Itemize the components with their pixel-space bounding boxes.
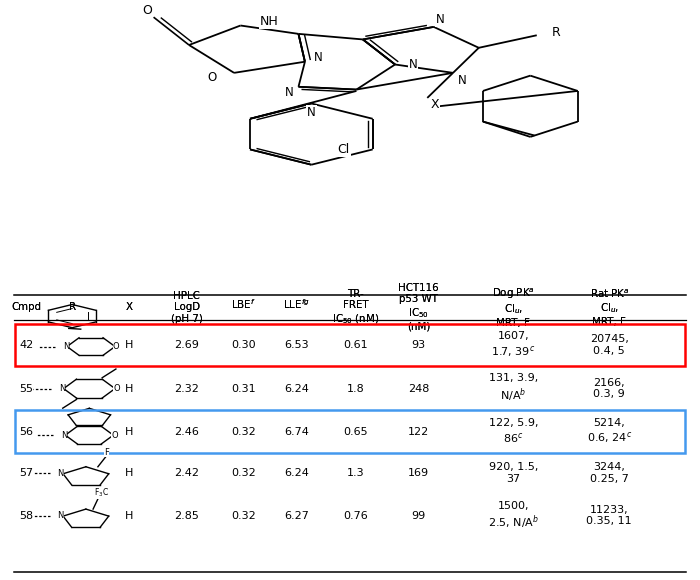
Text: 169: 169 [408, 468, 429, 478]
Text: R: R [69, 302, 76, 312]
Text: F$_3$C: F$_3$C [94, 487, 109, 499]
Text: H: H [125, 510, 133, 521]
Text: X: X [125, 302, 132, 312]
Text: 6.24: 6.24 [284, 383, 309, 394]
Text: 6.24: 6.24 [284, 468, 309, 478]
Text: X: X [125, 302, 132, 312]
Text: 0.76: 0.76 [343, 510, 368, 521]
Text: O: O [113, 342, 120, 351]
Text: TR-
FRET
IC$_{50}$ (nM): TR- FRET IC$_{50}$ (nM) [332, 288, 379, 326]
Text: R: R [69, 302, 76, 312]
Text: 0.61: 0.61 [343, 340, 368, 350]
Text: X: X [430, 97, 440, 111]
Text: H: H [125, 468, 133, 478]
Text: 57: 57 [19, 468, 34, 478]
Text: Cmpd: Cmpd [11, 302, 41, 312]
Bar [15, 324, 685, 367]
Text: 2.85: 2.85 [174, 510, 200, 521]
Text: 2.46: 2.46 [174, 426, 200, 437]
Text: 99: 99 [412, 510, 426, 521]
Text: HPLC
LogD
(pH 7): HPLC LogD (pH 7) [171, 291, 203, 324]
Text: 1.8: 1.8 [346, 383, 365, 394]
Text: HCT116
p53 WT
IC$_{50}$
(nM): HCT116 p53 WT IC$_{50}$ (nM) [398, 282, 439, 332]
Text: 0.30: 0.30 [232, 340, 256, 350]
Text: N: N [284, 86, 293, 99]
Text: 0.65: 0.65 [343, 426, 368, 437]
Text: 0.32: 0.32 [231, 426, 256, 437]
Text: 920, 1.5,
37: 920, 1.5, 37 [489, 462, 538, 484]
Text: 1500,
2.5, N/A$^b$: 1500, 2.5, N/A$^b$ [488, 501, 539, 531]
Text: NH: NH [260, 15, 279, 28]
Text: 2.42: 2.42 [174, 468, 200, 478]
Text: 0.32: 0.32 [231, 468, 256, 478]
Text: N: N [409, 58, 417, 71]
Text: 93: 93 [412, 340, 426, 350]
Text: 248: 248 [408, 383, 429, 394]
Text: Dog PK$^a$
Cl$_u$,
MRT, F: Dog PK$^a$ Cl$_u$, MRT, F [492, 286, 535, 328]
Text: Rat PK$^a$
Cl$_u$,
MRT, F: Rat PK$^a$ Cl$_u$, MRT, F [589, 287, 629, 327]
Text: TR-
FRET
IC$_{50}$ (nM): TR- FRET IC$_{50}$ (nM) [332, 288, 379, 326]
Text: 11233,
0.35, 11: 11233, 0.35, 11 [587, 505, 632, 527]
Text: O: O [142, 3, 152, 17]
Text: LBE$^f$: LBE$^f$ [231, 298, 256, 311]
Text: H: H [125, 383, 133, 394]
Text: LLE$^{fg}$: LLE$^{fg}$ [283, 298, 310, 311]
Text: N: N [59, 384, 66, 393]
Text: Cl: Cl [337, 143, 350, 156]
Text: Dog PK$^a$
Cl$_u$,
MRT, F: Dog PK$^a$ Cl$_u$, MRT, F [492, 286, 535, 328]
Text: 131, 3.9,
N/A$^b$: 131, 3.9, N/A$^b$ [489, 374, 538, 404]
Text: Cmpd: Cmpd [11, 302, 41, 312]
Text: 122: 122 [408, 426, 429, 437]
Text: H: H [125, 340, 133, 350]
Text: N: N [314, 51, 322, 64]
Text: N: N [307, 106, 316, 119]
Text: 6.27: 6.27 [284, 510, 309, 521]
Text: N: N [57, 469, 64, 478]
Text: R: R [552, 26, 561, 39]
Text: 2166,
0.3, 9: 2166, 0.3, 9 [594, 378, 625, 400]
Text: H: H [125, 426, 133, 437]
Text: 5214,
0.6, 24$^c$: 5214, 0.6, 24$^c$ [587, 418, 632, 445]
Text: HPLC
LogD
(pH 7): HPLC LogD (pH 7) [171, 291, 203, 324]
Text: 122, 5.9,
86$^c$: 122, 5.9, 86$^c$ [489, 418, 538, 445]
Text: F: F [104, 448, 109, 457]
Text: 55: 55 [19, 383, 33, 394]
Text: 6.53: 6.53 [284, 340, 309, 350]
Text: 2.32: 2.32 [174, 383, 200, 394]
Text: 6.74: 6.74 [284, 426, 309, 437]
Text: 0.32: 0.32 [231, 510, 256, 521]
Text: Rat PK$^a$
Cl$_u$,
MRT, F: Rat PK$^a$ Cl$_u$, MRT, F [589, 287, 629, 327]
Text: LBE$^f$: LBE$^f$ [231, 298, 256, 311]
Text: 1607,
1.7, 39$^c$: 1607, 1.7, 39$^c$ [491, 332, 536, 358]
Text: N: N [436, 13, 445, 26]
Text: O: O [111, 430, 118, 440]
Text: 58: 58 [19, 510, 34, 521]
Text: 0.31: 0.31 [232, 383, 256, 394]
Text: HCT116
p53 WT
IC$_{50}$
(nM): HCT116 p53 WT IC$_{50}$ (nM) [398, 282, 439, 332]
Text: N: N [57, 511, 64, 520]
Text: 42: 42 [19, 340, 34, 350]
Text: 1.3: 1.3 [346, 468, 364, 478]
Text: O: O [207, 71, 216, 84]
Text: 2.69: 2.69 [174, 340, 200, 350]
Text: N: N [61, 430, 67, 440]
Bar [15, 411, 685, 452]
Text: 20745,
0.4, 5: 20745, 0.4, 5 [590, 334, 629, 356]
Text: N: N [458, 74, 467, 87]
Text: LLE$^{fg}$: LLE$^{fg}$ [283, 298, 310, 311]
Text: 3244,
0.25, 7: 3244, 0.25, 7 [590, 462, 629, 484]
Text: 56: 56 [19, 426, 33, 437]
Text: O: O [113, 384, 120, 393]
Text: N: N [62, 342, 69, 351]
